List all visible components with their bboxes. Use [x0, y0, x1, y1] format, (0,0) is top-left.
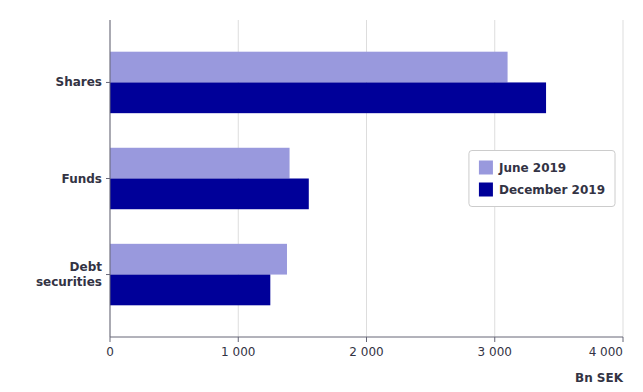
legend-swatch [479, 183, 493, 197]
x-tick [238, 337, 239, 342]
y-tick-label: Shares [56, 75, 102, 89]
x-axis: 0 1 000 2 000 3 000 4 000 [106, 337, 623, 359]
x-tick-label: 4 000 [589, 345, 623, 359]
legend-swatch [479, 161, 493, 175]
bar [110, 275, 270, 306]
x-tick [110, 337, 111, 342]
x-tick-label: 0 [106, 345, 114, 359]
grid-line [623, 20, 624, 337]
legend: June 2019 December 2019 [469, 151, 615, 207]
x-tick-label: 1 000 [221, 345, 255, 359]
bar [110, 244, 287, 275]
x-tick [623, 337, 624, 342]
legend-label: December 2019 [499, 183, 605, 197]
x-axis-label: Bn SEK [575, 371, 624, 385]
bar [110, 148, 290, 179]
chart-svg: 0 1 000 2 000 3 000 4 000 Bn SEK Debtsecuritie… [0, 0, 643, 392]
chart-container: 0 1 000 2 000 3 000 4 000 Bn SEK Debtsecuritie… [0, 0, 643, 392]
x-tick [494, 337, 495, 342]
legend-label: June 2019 [498, 161, 566, 175]
bar [110, 82, 546, 113]
y-tick [106, 274, 110, 275]
bar [110, 52, 508, 83]
y-axis: Debtsecurities Funds Shares [36, 75, 110, 289]
x-tick [366, 337, 367, 342]
bar [110, 179, 309, 210]
y-tick-label: Funds [62, 172, 102, 186]
y-tick-label: Debtsecurities [36, 260, 102, 289]
grid [110, 20, 623, 337]
y-tick [106, 82, 110, 83]
x-tick-label: 2 000 [349, 345, 383, 359]
y-tick [106, 178, 110, 179]
x-tick-label: 3 000 [478, 345, 512, 359]
legend-frame [469, 151, 615, 207]
